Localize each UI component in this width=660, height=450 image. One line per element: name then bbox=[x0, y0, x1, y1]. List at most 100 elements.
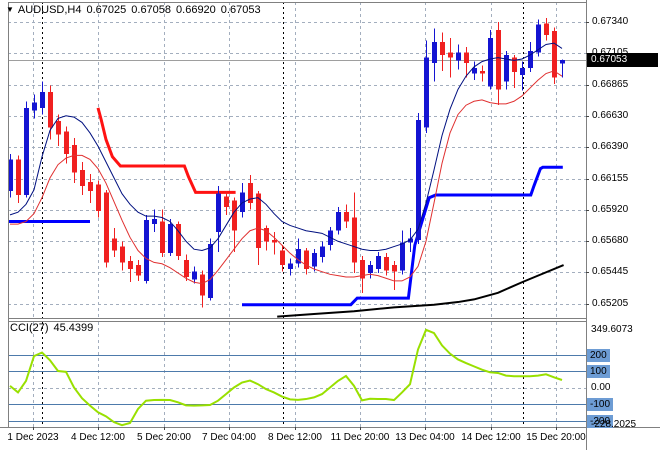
price-axis-label: 0.66390 bbox=[592, 141, 629, 153]
candle-bear bbox=[448, 52, 453, 58]
candle-bull bbox=[456, 52, 461, 61]
candle-bull bbox=[528, 51, 533, 69]
cci-zero-label: 0.00 bbox=[591, 381, 611, 393]
candle-bear bbox=[552, 31, 557, 78]
candle-bull bbox=[432, 41, 437, 63]
time-axis-label: 5 Dec 20:00 bbox=[137, 432, 191, 443]
candle-bull bbox=[520, 68, 525, 75]
low-value: 0.66920 bbox=[176, 4, 216, 16]
candle-bull bbox=[416, 119, 421, 240]
price-axis-label: 0.65445 bbox=[592, 266, 629, 278]
price-axis-label: 0.66865 bbox=[592, 78, 629, 90]
candle-bear bbox=[264, 228, 269, 242]
candle-bull bbox=[472, 68, 477, 74]
candle-bull bbox=[504, 55, 509, 82]
cci-panel bbox=[8, 328, 586, 427]
time-axis-label: 13 Dec 04:00 bbox=[395, 432, 455, 443]
main-panel bbox=[8, 18, 586, 318]
cci-value: 45.4399 bbox=[53, 322, 94, 334]
cci-level-badge: 200 bbox=[587, 348, 610, 362]
candle-bull bbox=[288, 263, 293, 270]
candle-bear bbox=[280, 250, 285, 266]
candle-bull bbox=[208, 243, 213, 299]
candle-bear bbox=[464, 52, 469, 63]
candle-bear bbox=[440, 41, 445, 56]
price-axis-label: 0.65920 bbox=[592, 203, 629, 215]
time-axis-label: 14 Dec 12:00 bbox=[461, 432, 521, 443]
candle-bear bbox=[496, 29, 501, 90]
candle-bull bbox=[424, 57, 429, 128]
cci-level-badge: -100 bbox=[587, 398, 614, 411]
cci-max-label: 349.6073 bbox=[591, 323, 633, 335]
candle-bull bbox=[24, 107, 29, 196]
chart-title: ▼ AUDUSD,H4 0.67025 0.67058 0.66920 0.67053 bbox=[6, 4, 266, 16]
time-axis-label: 1 Dec 2023 bbox=[7, 432, 59, 443]
candle-bull bbox=[296, 249, 301, 264]
candle-bear bbox=[16, 159, 21, 196]
candle-bull bbox=[168, 224, 173, 254]
lower-band-line bbox=[10, 70, 563, 285]
candle-bull bbox=[560, 59, 565, 64]
time-axis-label: 7 Dec 04:00 bbox=[202, 432, 256, 443]
time-axis-label: 4 Dec 12:00 bbox=[71, 432, 125, 443]
candle-bull bbox=[312, 253, 317, 267]
candle-bull bbox=[368, 265, 373, 273]
candle-bear bbox=[160, 221, 165, 254]
candle-bear bbox=[304, 250, 309, 270]
candle-bear bbox=[128, 261, 133, 270]
candle-bear bbox=[184, 259, 189, 277]
price-axis-label: 0.66630 bbox=[592, 109, 629, 121]
symbol-dropdown-icon[interactable]: ▼ bbox=[6, 5, 14, 14]
price-axis-label: 0.65680 bbox=[592, 235, 629, 247]
candle-bear bbox=[120, 246, 125, 263]
candle-bear bbox=[96, 184, 101, 211]
candle-bull bbox=[8, 159, 13, 192]
price-axis-label: 0.65205 bbox=[592, 298, 629, 310]
candle-bull bbox=[320, 246, 325, 258]
candle-bear bbox=[544, 23, 549, 36]
candle-bear bbox=[272, 239, 277, 243]
close-value: 0.67053 bbox=[220, 4, 261, 16]
candle-bull bbox=[488, 37, 493, 87]
candle-bear bbox=[360, 259, 365, 279]
high-value: 0.67058 bbox=[131, 4, 172, 16]
candle-bear bbox=[72, 144, 77, 173]
cci-level-badge: 100 bbox=[587, 365, 610, 378]
candle-bear bbox=[248, 183, 253, 203]
price-axis-label: 0.67105 bbox=[592, 47, 629, 59]
candle-bear bbox=[112, 238, 117, 251]
candle-bull bbox=[152, 218, 157, 225]
candle-bull bbox=[192, 271, 197, 280]
symbol-period-label: AUDUSD,H4 bbox=[17, 4, 82, 16]
candle-bear bbox=[256, 193, 261, 248]
candle-bull bbox=[336, 212, 341, 231]
candle-bear bbox=[480, 70, 485, 74]
candle-bear bbox=[232, 200, 237, 231]
candle-bear bbox=[200, 274, 205, 296]
candle-bull bbox=[400, 242, 405, 271]
support-step-blue bbox=[242, 165, 563, 307]
candle-bear bbox=[352, 217, 357, 263]
time-axis-label: 8 Dec 12:00 bbox=[268, 432, 322, 443]
price-axis-label: 0.67340 bbox=[592, 16, 629, 27]
candle-bear bbox=[64, 131, 69, 155]
cci-indicator-label: CCI(27) 45.4399 bbox=[10, 322, 98, 334]
cci-min-label: -228.2025 bbox=[591, 419, 637, 431]
candle-bear bbox=[512, 57, 517, 73]
candle-bear bbox=[48, 92, 53, 128]
candle-bear bbox=[384, 257, 389, 271]
open-value: 0.67025 bbox=[86, 4, 127, 16]
cci-name: CCI(27) bbox=[10, 322, 49, 334]
candle-bear bbox=[392, 265, 397, 272]
trend-line-black bbox=[277, 264, 564, 318]
time-axis-label: 11 Dec 20:00 bbox=[330, 432, 390, 443]
candle-bear bbox=[88, 181, 93, 192]
resistance-step-red bbox=[96, 107, 236, 194]
candle-bear bbox=[136, 265, 141, 276]
upper-band-line bbox=[9, 42, 563, 252]
candle-bull bbox=[408, 238, 413, 243]
time-axis-label: 15 Dec 20:00 bbox=[526, 432, 586, 443]
candle-bull bbox=[216, 193, 221, 233]
